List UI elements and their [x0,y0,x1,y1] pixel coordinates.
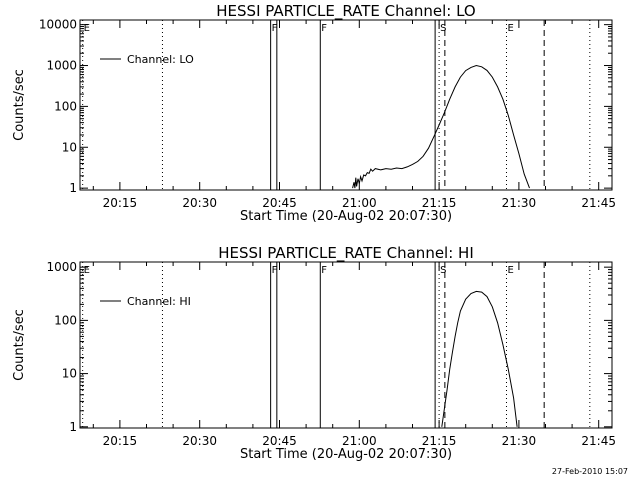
x-axis-label: Start Time (20-Aug-02 20:07:30) [240,447,452,462]
event-marker-label: E [507,265,513,276]
x-tick-label: 21:15 [422,196,457,210]
series-line [352,64,530,189]
x-tick-label: 21:00 [342,434,377,448]
x-tick-label: 21:30 [502,434,537,448]
event-marker-label: F [272,265,278,276]
y-tick-label: 10 [62,367,77,381]
y-tick-label: 1 [69,181,77,195]
x-tick-label: 21:00 [342,196,377,210]
legend-entry: Channel: LO [127,53,194,66]
series-line [441,290,518,427]
event-marker-label: E [507,23,513,34]
y-tick-label: 1000 [46,260,77,274]
x-tick-label: 20:45 [262,196,297,210]
x-tick-label: 21:15 [422,434,457,448]
y-tick-label: 10 [62,140,77,154]
event-marker-label: F [272,23,278,34]
event-marker-label: S [440,265,446,276]
chart-title: HESSI PARTICLE_RATE Channel: LO [216,2,475,21]
y-axis-label: Counts/sec [12,309,27,381]
x-tick-label: 20:30 [182,434,217,448]
chart-panel-0: HESSI PARTICLE_RATE Channel: LO 20:15 20:3… [12,2,616,224]
plot-frame [79,261,613,429]
event-marker-label: F [321,23,327,34]
x-tick-label: 20:45 [262,434,297,448]
event-marker-label: S [440,23,446,34]
chart-panel-1: HESSI PARTICLE_RATE Channel: HI 20:15 20:3… [12,244,616,462]
event-marker-label: F [321,265,327,276]
plot-frame [79,19,613,191]
legend-entry: Channel: HI [127,295,191,308]
y-tick-label: 100 [54,99,77,113]
event-marker-label: E [84,265,90,276]
x-tick-label: 21:30 [502,196,537,210]
y-tick-label: 1 [69,420,77,434]
y-tick-label: 1000 [46,59,77,73]
event-marker-label: E [84,23,90,34]
x-tick-label: 21:45 [581,434,616,448]
x-axis-label: Start Time (20-Aug-02 20:07:30) [240,209,452,224]
x-tick-label: 21:45 [581,196,616,210]
y-axis-label: Counts/sec [12,69,27,141]
footer-timestamp: 27-Feb-2010 15:07 [552,467,628,476]
chart-title: HESSI PARTICLE_RATE Channel: HI [218,244,474,263]
y-tick-label: 100 [54,313,77,327]
x-tick-label: 20:15 [103,196,138,210]
y-tick-label: 10000 [39,18,77,32]
x-tick-label: 20:15 [103,434,138,448]
x-tick-label: 20:30 [182,196,217,210]
